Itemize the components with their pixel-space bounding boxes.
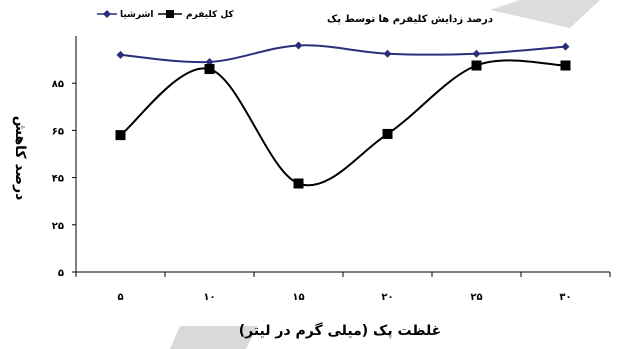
legend-swatch-marker-1 [103, 10, 111, 18]
data-point-series-1 [561, 42, 570, 51]
y-tick-label: ۴۵ [52, 174, 64, 185]
y-tick-label: ۶۵ [52, 126, 64, 137]
y-tick-label: ۲۵ [52, 221, 64, 232]
data-point-series-2 [115, 130, 126, 141]
series-line-1 [120, 44, 566, 64]
data-point-series-2 [293, 178, 304, 189]
x-tick-label: ۲۰ [381, 292, 393, 303]
y-axis-title: درصد کاهش [12, 116, 28, 201]
data-point-series-2 [204, 64, 215, 75]
x-tick-label: ۵ [117, 292, 123, 303]
data-point-series-1 [472, 49, 481, 58]
chart-title: درصد زدایش کلیفرم ها توسط پک [327, 14, 493, 25]
legend-swatch-marker-2 [166, 10, 174, 18]
data-point-series-2 [560, 60, 571, 71]
x-tick-label: ۱۰ [203, 292, 215, 303]
data-point-series-1 [383, 49, 392, 58]
x-tick-label: ۳۰ [559, 292, 571, 303]
series-line-2 [119, 59, 566, 187]
data-point-series-1 [116, 50, 125, 59]
y-tick-label: ۸۵ [52, 79, 64, 90]
y-tick-label: ۵ [58, 268, 64, 279]
x-tick-label: ۲۵ [470, 292, 482, 303]
decor-shape-top [490, 0, 600, 28]
x-tick-label: ۱۵ [292, 292, 304, 303]
legend-label-2: کل کلیفرم [186, 10, 234, 20]
decor-shape-bottom [170, 326, 258, 349]
legend: اشرشیا کل کلیفرم [97, 10, 234, 20]
data-point-series-1 [205, 57, 214, 66]
x-axis-title: غلظت پک (میلی گرم در لیتر) [239, 322, 442, 339]
data-point-series-2 [382, 128, 393, 139]
data-point-series-2 [471, 60, 482, 71]
data-point-series-1 [294, 41, 303, 50]
legend-label-1: اشرشیا [120, 10, 153, 20]
